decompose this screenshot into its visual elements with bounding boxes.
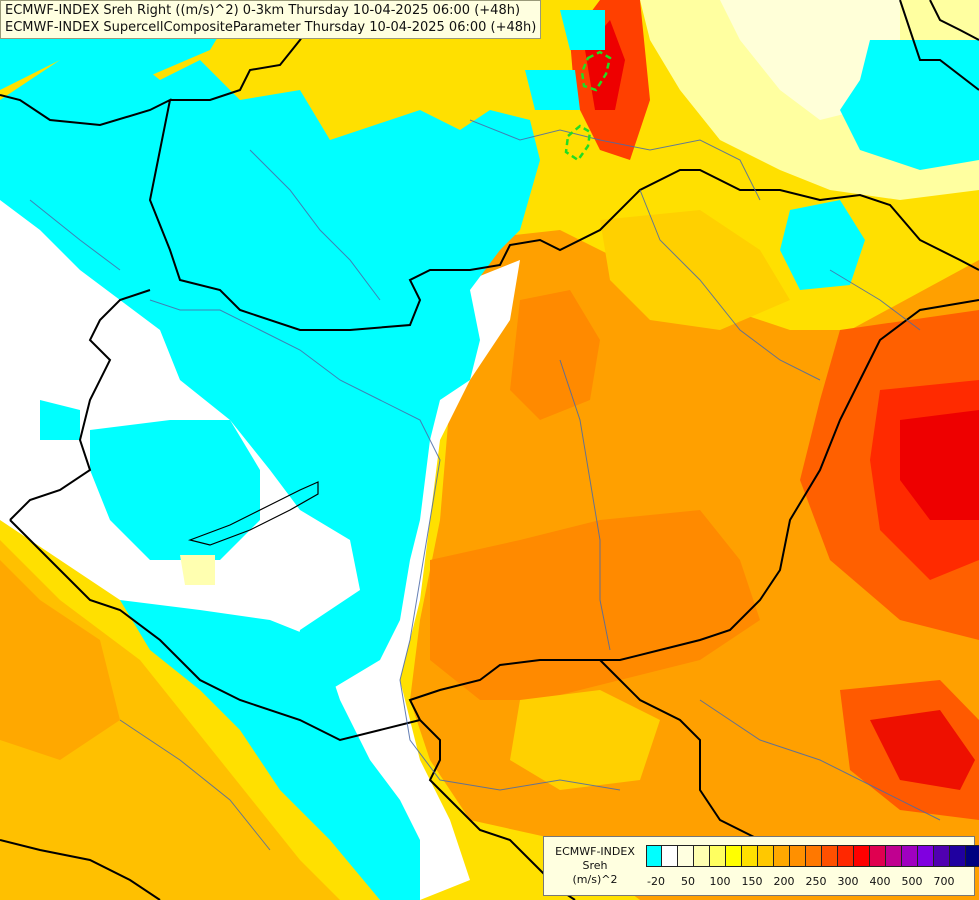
legend-swatch [646, 845, 662, 867]
legend-swatch [726, 845, 742, 867]
legend-tick-label: 50 [681, 875, 695, 888]
legend-swatch [918, 845, 934, 867]
legend-unit: (m/s)^2 [572, 873, 618, 886]
legend-model: ECMWF-INDEX [555, 845, 635, 858]
legend-swatch [854, 845, 870, 867]
lake-outline [187, 481, 319, 546]
legend-ticks: -20 50 100 150 200 250 300 400 500 700 [646, 875, 976, 889]
legend-swatch [870, 845, 886, 867]
field-orange-deep [430, 510, 760, 700]
legend-swatch [694, 845, 710, 867]
title-line-1: ECMWF-INDEX Sreh Right ((m/s)^2) 0-3km T… [5, 3, 521, 18]
legend-tick-label: 500 [901, 875, 923, 888]
field-cyan-island-w [40, 400, 80, 440]
legend-swatch [966, 845, 979, 867]
field-red-se-core [870, 710, 975, 790]
field-cyan-main [0, 40, 540, 690]
field-cyan-east [780, 200, 865, 290]
field-yellow-inner [600, 210, 790, 330]
field-cyan-north-b [525, 70, 580, 110]
field-cyan-ne [840, 40, 979, 170]
legend-tick-label: 300 [837, 875, 859, 888]
legend-swatch [678, 845, 694, 867]
scp-contours [564, 50, 612, 162]
legend-swatch [790, 845, 806, 867]
map-title: ECMWF-INDEX Sreh Right ((m/s)^2) 0-3km T… [0, 0, 542, 39]
legend-swatch [902, 845, 918, 867]
field-yellow-inner-2 [510, 690, 660, 790]
field-cyan-north-a [560, 10, 605, 50]
legend-label: ECMWF-INDEX Sreh (m/s)^2 [548, 845, 642, 887]
field-cyan-island-c [90, 420, 260, 560]
rivers [29, 119, 941, 851]
legend-tick-label: 700 [933, 875, 955, 888]
color-legend: ECMWF-INDEX Sreh (m/s)^2 -20 50 100 150 200 2… [543, 836, 979, 896]
legend-tick-label: 250 [805, 875, 827, 888]
legend-tick-label: -20 [647, 875, 665, 888]
legend-swatch [758, 845, 774, 867]
legend-variable: Sreh [582, 859, 608, 872]
legend-tick-label: 150 [741, 875, 763, 888]
legend-swatch [886, 845, 902, 867]
field-pale-dot [180, 555, 215, 585]
legend-swatch [774, 845, 790, 867]
field-red-east-max [900, 410, 979, 520]
legend-swatch [950, 845, 966, 867]
legend-swatch [822, 845, 838, 867]
legend-swatch [806, 845, 822, 867]
field-orange-sw-2 [0, 560, 120, 760]
legend-swatch [934, 845, 950, 867]
legend-swatch [662, 845, 678, 867]
legend-tick-label: 100 [709, 875, 731, 888]
title-line-2: ECMWF-INDEX SupercellCompositeParameter … [5, 20, 537, 35]
legend-tick-label: 200 [773, 875, 795, 888]
legend-tick-label: 400 [869, 875, 891, 888]
legend-swatch [742, 845, 758, 867]
legend-swatch [710, 845, 726, 867]
legend-swatches [646, 845, 979, 867]
field-orange-deep-2 [510, 290, 600, 420]
legend-swatch [838, 845, 854, 867]
